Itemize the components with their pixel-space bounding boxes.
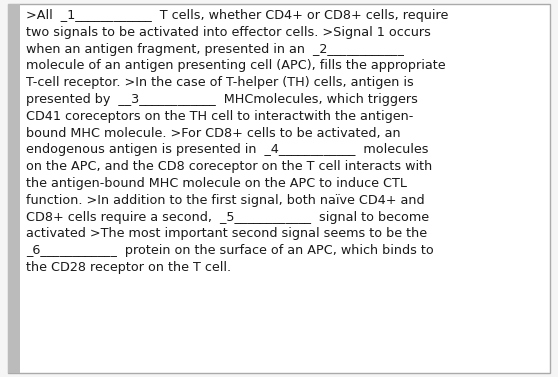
FancyBboxPatch shape [8,4,20,373]
FancyBboxPatch shape [8,4,550,373]
Text: >All  _1____________  T cells, whether CD4+ or CD8+ cells, require
two signals t: >All _1____________ T cells, whether CD4… [26,9,449,274]
